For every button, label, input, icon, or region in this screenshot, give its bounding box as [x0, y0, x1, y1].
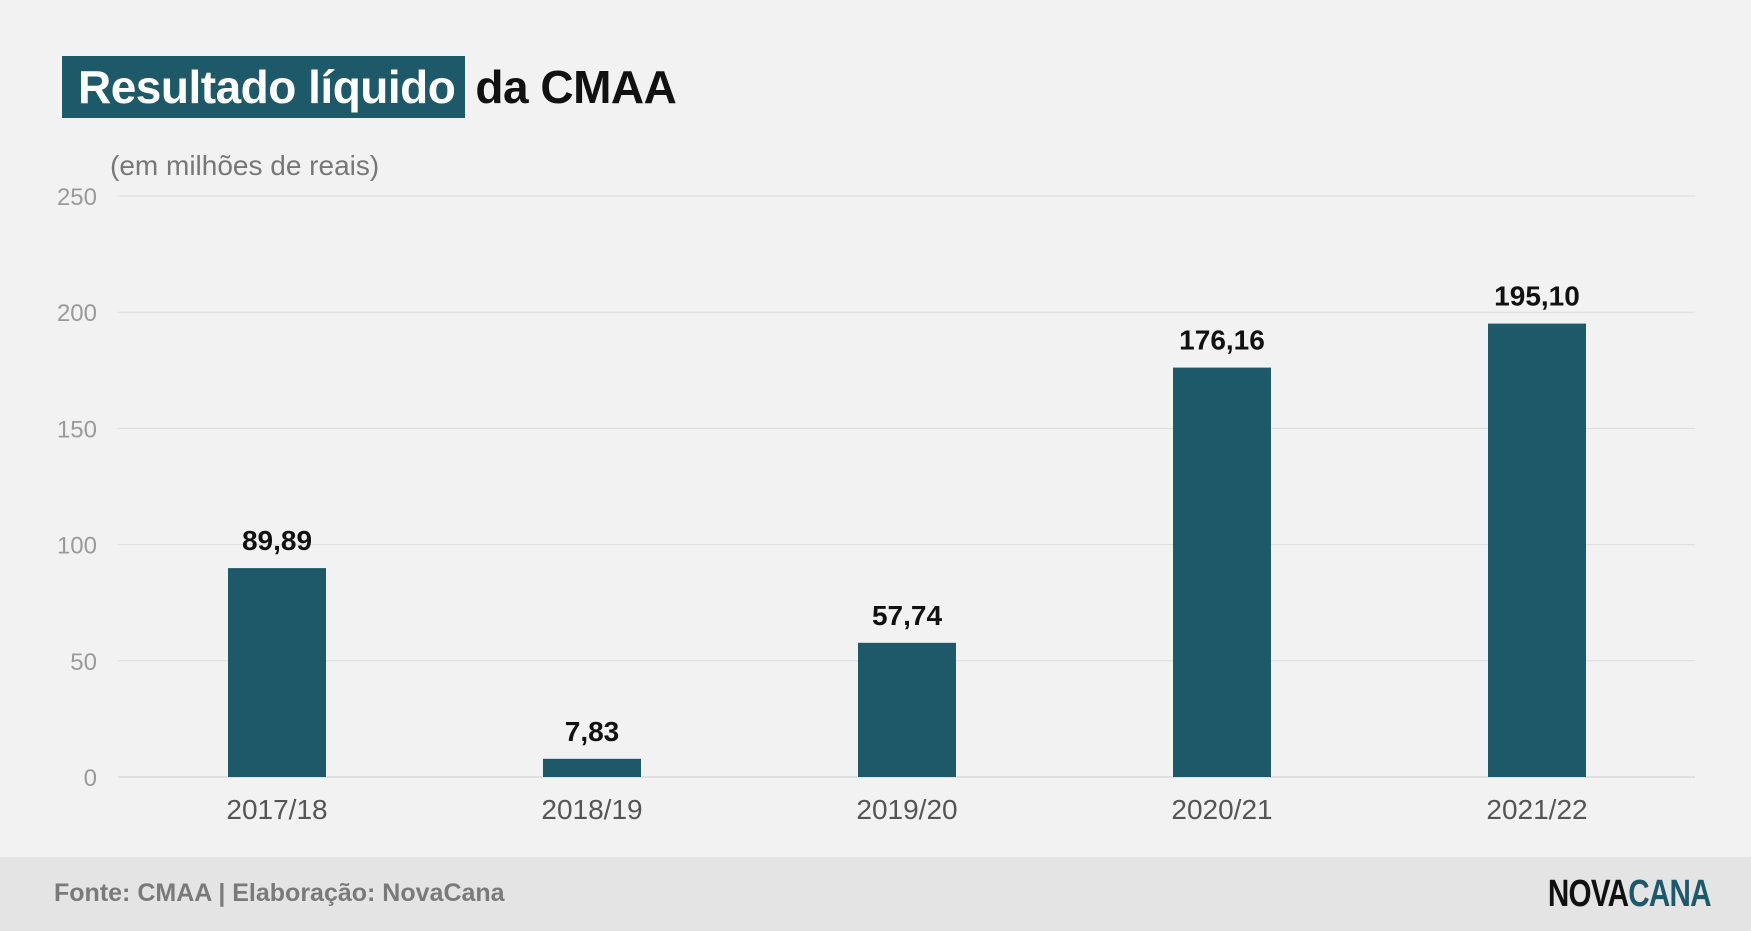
y-tick-label: 50	[70, 649, 97, 676]
chart-title: Resultado líquido da CMAA	[62, 56, 677, 118]
novacana-logo: NOVACANA	[1548, 873, 1712, 916]
y-tick-label: 250	[57, 184, 97, 211]
x-tick-label: 2018/19	[541, 794, 642, 825]
x-tick-label: 2019/20	[856, 794, 957, 825]
bar	[543, 758, 641, 777]
logo-part-cana: CANA	[1628, 873, 1711, 915]
x-tick-label: 2017/18	[226, 794, 327, 825]
y-tick-label: 150	[57, 416, 97, 443]
data-label: 195,10	[1494, 281, 1580, 312]
bar	[858, 642, 956, 777]
data-label: 89,89	[242, 525, 312, 556]
bar-chart: 0 50 100 150 200 250 89,89 2017/18 7,83 2018/19 57…	[57, 184, 1695, 825]
chart-title-highlight: Resultado líquido	[62, 56, 466, 118]
data-label: 57,74	[872, 600, 942, 631]
x-tick-label: 2021/22	[1486, 794, 1587, 825]
data-label: 7,83	[565, 716, 620, 747]
bar	[1488, 323, 1586, 777]
bar	[228, 568, 326, 777]
y-tick-label: 100	[57, 533, 97, 560]
logo-part-nova: NOVA	[1548, 873, 1629, 915]
chart-title-rest: da CMAA	[475, 61, 677, 113]
y-tick-label: 0	[84, 765, 97, 792]
x-tick-label: 2020/21	[1171, 794, 1272, 825]
y-tick-label: 200	[57, 300, 97, 327]
chart-unit-label: (em milhões de reais)	[110, 150, 380, 181]
footer: Fonte: CMAA | Elaboração: NovaCana NOVAC…	[0, 857, 1751, 931]
footer-source: Fonte: CMAA | Elaboração: NovaCana	[54, 879, 505, 907]
bar	[1173, 367, 1271, 777]
data-label: 176,16	[1179, 325, 1265, 356]
